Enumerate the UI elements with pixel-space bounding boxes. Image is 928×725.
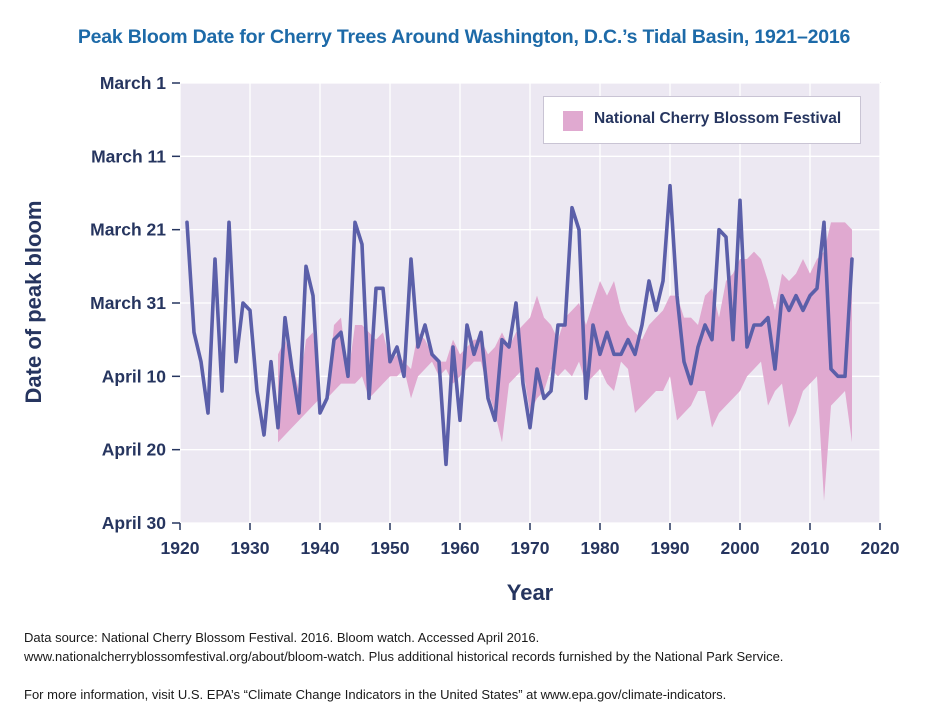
data-source-note: Data source: National Cherry Blossom Fes… — [24, 628, 783, 666]
x-tick-label: 2000 — [721, 538, 760, 558]
source-line-2: www.nationalcherryblossomfestival.org/ab… — [24, 649, 784, 664]
y-tick-label: April 30 — [102, 513, 166, 533]
x-tick-label: 1930 — [231, 538, 270, 558]
bloom-line — [185, 183, 854, 467]
festival-band — [278, 222, 852, 502]
legend-swatch — [563, 111, 583, 131]
legend: National Cherry Blossom Festival — [543, 96, 861, 144]
x-tick-label: 2010 — [791, 538, 830, 558]
x-axis-label: Year — [506, 580, 554, 605]
y-tick-label: March 11 — [91, 146, 166, 166]
x-tick-label: 1950 — [371, 538, 410, 558]
festival-area — [278, 222, 852, 502]
info-note: For more information, visit U.S. EPA’s “… — [24, 687, 727, 702]
y-tick-label: March 21 — [90, 220, 166, 240]
y-axis-label: Date of peak bloom — [21, 200, 46, 404]
x-tick-label: 2020 — [861, 538, 900, 558]
x-tick-label: 1920 — [161, 538, 200, 558]
y-tick-label: April 20 — [102, 440, 166, 460]
x-tick-label: 1990 — [651, 538, 690, 558]
x-axis-ticks: 1920 1930 1940 1950 1960 1970 1980 1990 2000 2010… — [161, 523, 900, 558]
legend-label: National Cherry Blossom Festival — [594, 110, 842, 127]
x-tick-label: 1960 — [441, 538, 480, 558]
x-tick-label: 1970 — [511, 538, 550, 558]
chart-title: Peak Bloom Date for Cherry Trees Around … — [77, 26, 851, 48]
x-tick-label: 1980 — [581, 538, 620, 558]
x-tick-label: 1940 — [301, 538, 340, 558]
y-tick-label: April 10 — [102, 366, 166, 386]
peak-bloom-series — [185, 183, 854, 467]
y-tick-label: March 31 — [90, 293, 166, 313]
y-axis-ticks: March 1 March 11 March 21 March 31 April 10 A… — [90, 73, 180, 533]
source-line-1: Data source: National Cherry Blossom Fes… — [24, 630, 540, 645]
y-tick-label: March 1 — [100, 73, 166, 93]
